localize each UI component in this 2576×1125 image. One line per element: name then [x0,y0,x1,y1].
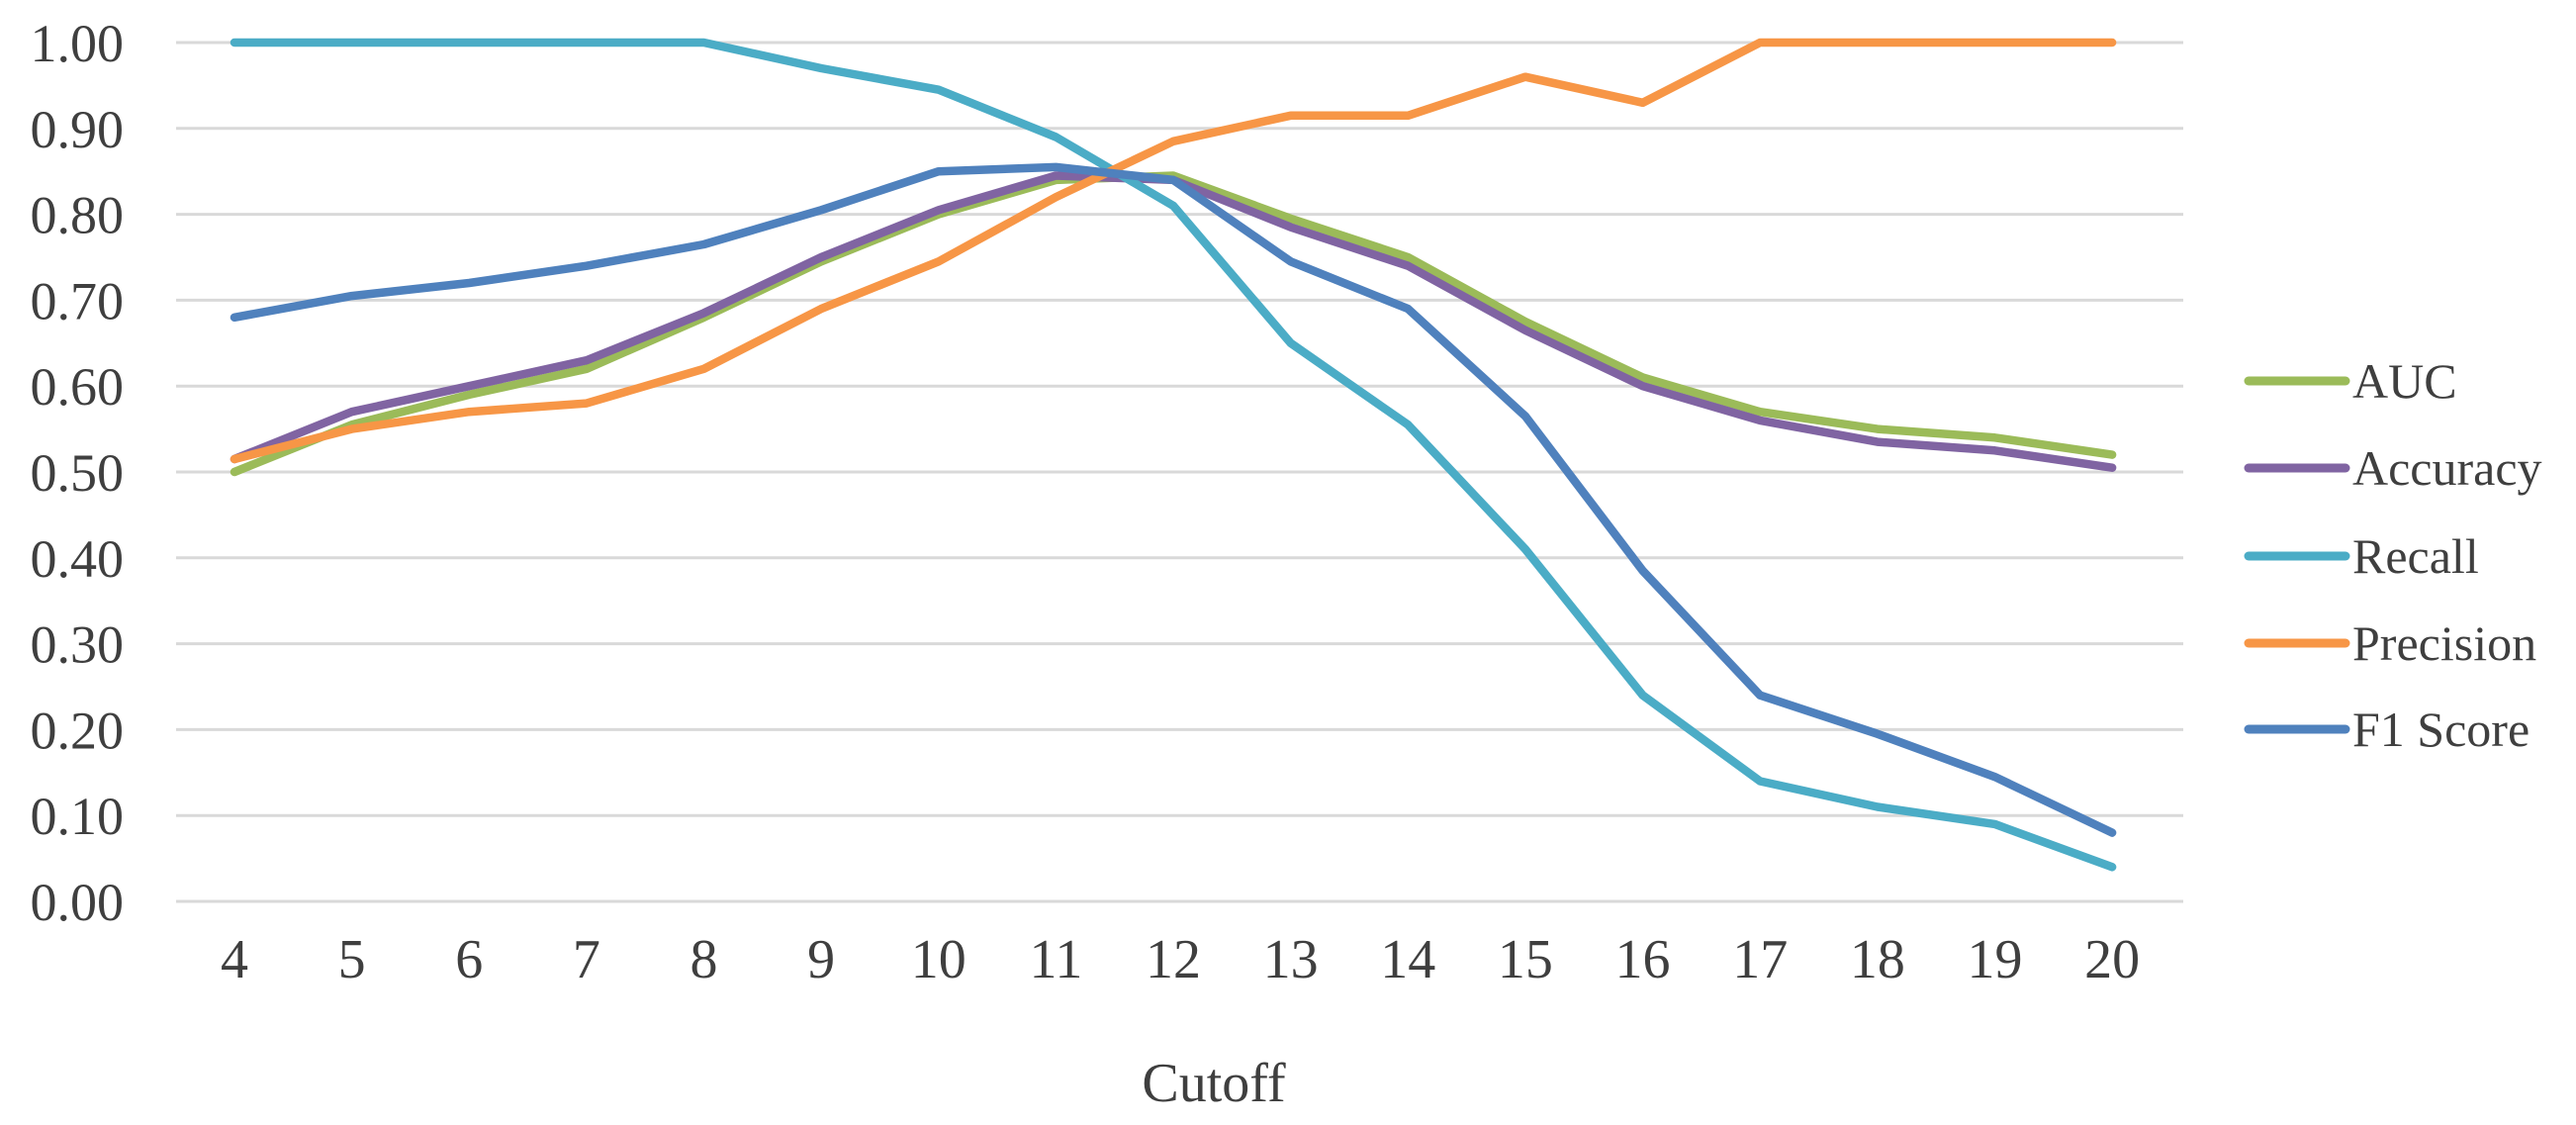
y-tick-label: 0.40 [31,529,125,589]
x-tick-label: 4 [221,929,248,990]
x-tick-label: 20 [2084,929,2140,990]
y-tick-label: 0.90 [31,100,125,159]
x-tick-label: 12 [1146,929,1201,990]
x-tick-label: 13 [1263,929,1319,990]
x-tick-label: 14 [1380,929,1435,990]
x-tick-label: 10 [911,929,966,990]
series-lines [230,38,2117,872]
x-tick-label: 16 [1615,929,1671,990]
series-line-precision [230,38,2117,464]
y-tick-label: 0.00 [31,873,125,932]
x-tick-label: 18 [1850,929,1905,990]
y-tick-label: 0.80 [31,186,125,245]
y-tick-label: 1.00 [31,14,125,73]
legend-label-auc: AUC [2352,353,2457,409]
y-tick-label: 0.30 [31,615,125,675]
x-tick-label: 5 [338,929,366,990]
series-line-recall [230,38,2117,872]
x-tick-label: 6 [455,929,483,990]
y-axis-tick-labels: 0.00 0.10 0.20 0.30 0.40 0.50 0.60 0.70 0.80 0.90… [31,14,125,932]
x-tick-label: 11 [1029,929,1082,990]
x-tick-label: 15 [1498,929,1553,990]
series-line-auc [230,171,2117,477]
y-tick-label: 0.20 [31,701,125,760]
y-tick-label: 0.60 [31,357,125,417]
x-tick-label: 7 [573,929,600,990]
legend: AUC Accuracy Recall Precision F1 Score [2244,353,2542,757]
y-tick-label: 0.50 [31,443,125,503]
y-tick-label: 0.70 [31,271,125,330]
legend-label-f1-score: F1 Score [2352,702,2530,757]
series-line-f1-score [230,162,2117,837]
x-tick-label: 9 [807,929,835,990]
gridlines [176,41,2183,903]
x-tick-label: 19 [1967,929,2022,990]
x-tick-label: 17 [1732,929,1788,990]
legend-label-accuracy: Accuracy [2352,440,2542,496]
legend-label-recall: Recall [2352,528,2479,584]
x-axis-title: Cutoff [1142,1053,1286,1114]
x-tick-label: 8 [690,929,718,990]
legend-label-precision: Precision [2352,615,2536,671]
x-axis-tick-labels: 4 5 6 7 8 9 10 11 12 13 14 15 16 17 18 19 20 [221,929,2140,990]
y-tick-label: 0.10 [31,787,125,846]
